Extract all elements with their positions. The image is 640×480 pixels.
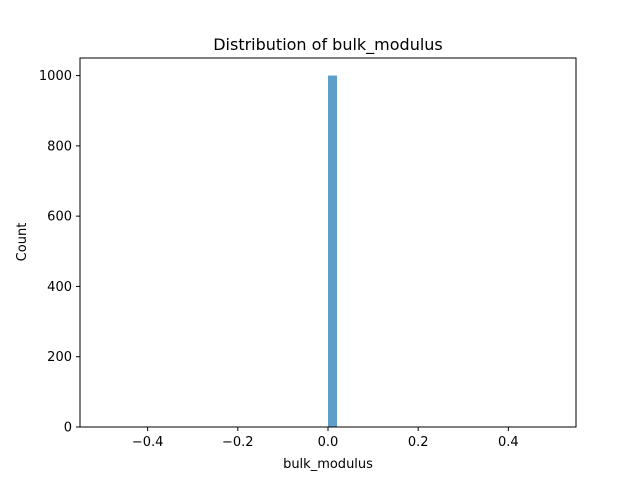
y-axis-ticks: 0 200 400 600 800 1000: [39, 69, 80, 436]
histogram-bar-1: [328, 75, 338, 428]
x-axis-ticks: −0.4 −0.2 0.0 0.2 0.4: [132, 427, 519, 450]
y-tick-label: 800: [47, 139, 72, 154]
x-tick-label: −0.2: [222, 435, 254, 450]
x-tick-label: −0.4: [132, 435, 164, 450]
y-tick-label: 0: [64, 421, 72, 436]
x-tick-label: 0.4: [498, 435, 519, 450]
x-axis-label: bulk_modulus: [283, 457, 373, 472]
y-tick-label: 200: [47, 350, 72, 365]
x-tick-label: 0.2: [408, 435, 429, 450]
bars-layer: [328, 75, 338, 428]
y-tick-label: 400: [47, 280, 72, 295]
x-tick-label: 0.0: [318, 435, 339, 450]
y-tick-label: 600: [47, 210, 72, 225]
y-tick-label: 1000: [39, 69, 72, 84]
y-axis-label: Count: [15, 223, 30, 262]
chart-title: Distribution of bulk_modulus: [213, 35, 443, 55]
